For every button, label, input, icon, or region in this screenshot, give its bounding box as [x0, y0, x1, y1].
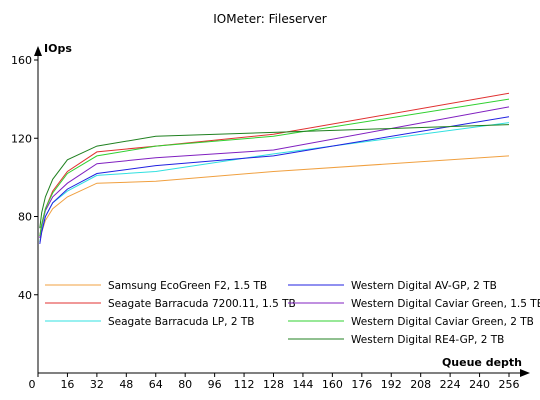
x-tick-label: 240 [469, 378, 490, 391]
y-tick-label: 120 [11, 132, 32, 145]
series-line-1 [39, 155, 510, 242]
x-tick-label: 96 [208, 378, 222, 391]
x-tick-label: 112 [234, 378, 255, 391]
x-tick-label: 224 [440, 378, 461, 391]
x-axis-arrow [520, 369, 530, 377]
x-tick-label: 256 [499, 378, 520, 391]
x-tick-label: 176 [351, 378, 372, 391]
x-tick-label: 0 [29, 378, 36, 391]
x-tick-label: 48 [119, 378, 133, 391]
series-line-6 [39, 98, 510, 237]
chart-title: IOMeter: Fileserver [213, 12, 327, 26]
legend-label: Western Digital Caviar Green, 1.5 TB [351, 298, 540, 310]
y-tick-label: 40 [18, 289, 32, 302]
x-tick-label: 160 [322, 378, 343, 391]
y-tick-label: 160 [11, 54, 32, 67]
legend-label: Samsung EcoGreen F2, 1.5 TB [108, 280, 267, 292]
y-axis-arrow [34, 46, 42, 56]
x-tick-label: 64 [149, 378, 163, 391]
x-tick-label: 16 [60, 378, 74, 391]
legend-label: Western Digital Caviar Green, 2 TB [351, 316, 534, 328]
legend-label: Seagate Barracuda LP, 2 TB [108, 316, 254, 328]
y-ticks: 40 80 120 160 [11, 54, 38, 302]
x-tick-label: 128 [263, 378, 284, 391]
series-line-2 [39, 92, 510, 237]
y-tick-label: 80 [18, 211, 32, 224]
series-line-7 [39, 124, 510, 229]
x-tick-label: 32 [90, 378, 104, 391]
x-axis-label: Queue depth [442, 356, 522, 369]
series-line-4 [39, 116, 510, 244]
legend-label: Seagate Barracuda 7200.11, 1.5 TB [108, 298, 296, 310]
x-ticks: 0 16 32 48 64 80 96 112 128 144 160 176 192 208 224 240… [29, 373, 520, 391]
x-tick-label: 192 [381, 378, 402, 391]
series-lines [39, 92, 510, 244]
x-tick-label: 208 [410, 378, 431, 391]
series-line-3 [39, 122, 510, 242]
legend-label: Western Digital AV-GP, 2 TB [351, 280, 497, 292]
y-axis-label: IOps [44, 42, 72, 55]
legend: Samsung EcoGreen F2, 1.5 TB Seagate Barra… [45, 280, 540, 346]
x-tick-label: 80 [178, 378, 192, 391]
x-tick-label: 144 [292, 378, 313, 391]
legend-label: Western Digital RE4-GP, 2 TB [351, 334, 504, 346]
